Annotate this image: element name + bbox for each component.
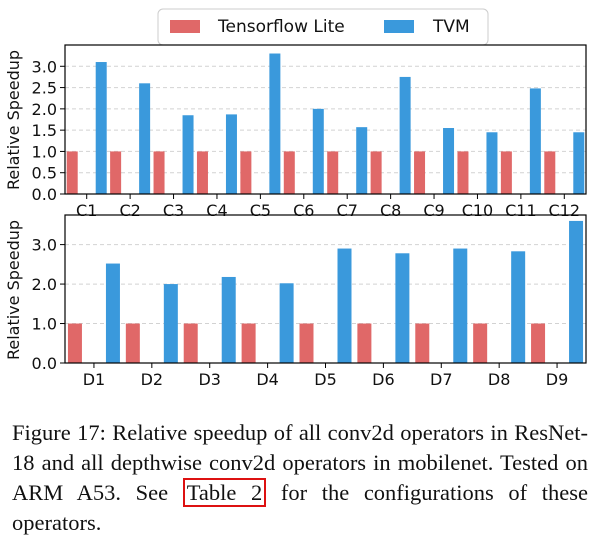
y-tick-label: 0.0	[32, 354, 57, 373]
y-axis-label: Relative Speedup	[4, 220, 23, 360]
bar-tensorflow-lite	[327, 151, 339, 194]
legend-swatch-tensorflow-lite	[170, 20, 200, 33]
bar-tensorflow-lite	[283, 151, 295, 194]
bar-tvm	[182, 115, 194, 194]
bar-tensorflow-lite	[196, 151, 208, 194]
bar-tvm	[399, 76, 411, 194]
legend-label-tvm: TVM	[432, 17, 470, 37]
bar-tvm	[139, 83, 151, 194]
y-tick-label: 2.0	[32, 275, 57, 294]
x-tick-label: D6	[372, 370, 395, 389]
bar-tensorflow-lite	[125, 323, 140, 363]
bar-tensorflow-lite	[67, 323, 82, 363]
caption-text-end: for the configurations of these operator…	[12, 480, 588, 535]
x-tick-label: C8	[380, 201, 401, 220]
x-tick-label: D2	[141, 370, 164, 389]
bar-tvm	[225, 114, 237, 194]
bar-tensorflow-lite	[414, 151, 426, 194]
bar-tvm	[105, 263, 120, 363]
legend: Tensorflow Lite TVM	[157, 8, 489, 46]
x-tick-label: C10	[462, 201, 494, 220]
bar-tvm	[453, 248, 468, 363]
bar-tvm	[95, 62, 107, 195]
plot-frame	[64, 44, 587, 195]
y-tick-label: 2.0	[32, 100, 57, 119]
y-tick-label: 0.5	[32, 164, 57, 183]
bar-tvm	[511, 251, 526, 363]
x-tick-label: D1	[83, 370, 106, 389]
x-tick-label: C4	[206, 201, 227, 220]
y-tick-label: 3.0	[32, 236, 57, 255]
plot-frame	[64, 214, 587, 364]
bar-tensorflow-lite	[473, 323, 488, 363]
x-tick-label: D3	[198, 370, 221, 389]
bar-tensorflow-lite	[544, 151, 556, 194]
bar-tvm	[443, 128, 455, 194]
bar-tensorflow-lite	[299, 323, 314, 363]
bar-tvm	[356, 127, 368, 194]
bar-tensorflow-lite	[357, 323, 372, 363]
bar-tensorflow-lite	[457, 151, 469, 194]
x-tick-label: C1	[76, 201, 97, 220]
bar-tvm	[337, 248, 352, 363]
bar-tensorflow-lite	[370, 151, 382, 194]
y-tick-label: 2.5	[32, 79, 57, 98]
x-tick-label: C12	[549, 201, 581, 220]
bar-tensorflow-lite	[531, 323, 546, 363]
y-tick-label: 0.0	[32, 185, 57, 204]
bar-tvm	[163, 284, 178, 363]
bar-tensorflow-lite	[240, 151, 252, 194]
figure-caption: Figure 17: Relative speedup of all conv2…	[12, 418, 588, 538]
bar-tensorflow-lite	[110, 151, 122, 194]
bar-tvm	[269, 53, 281, 195]
y-tick-label: 1.0	[32, 142, 57, 161]
x-tick-label: C6	[293, 201, 314, 220]
bar-tensorflow-lite	[500, 151, 512, 194]
legend-label-tensorflow-lite: Tensorflow Lite	[217, 17, 345, 37]
bar-tvm	[486, 132, 498, 194]
legend-swatch-tvm	[384, 20, 414, 33]
x-tick-label: C7	[337, 201, 358, 220]
caption-text-start: Figure 17: Relative speedup of all conv2…	[12, 420, 588, 505]
bar-tensorflow-lite	[415, 323, 430, 363]
bar-tvm	[395, 253, 410, 363]
bar-tvm	[573, 132, 585, 194]
bar-tensorflow-lite	[183, 323, 198, 363]
chart-panel-conv2d: 0.0 0.5 1.0 1.5 2.0 2.5 3.0 C1 C2 C3 C4 C5 C6 C7 C8 C9 C…	[4, 44, 587, 220]
x-tick-label: D4	[256, 370, 279, 389]
bar-tvm	[312, 108, 324, 194]
x-tick-label: C5	[250, 201, 271, 220]
bar-tensorflow-lite	[153, 151, 165, 194]
y-axis-label: Relative Speedup	[4, 50, 23, 190]
x-tick-label: D8	[488, 370, 511, 389]
x-tick-label: D9	[546, 370, 569, 389]
bar-tvm	[569, 220, 584, 363]
figure-chart: Tensorflow Lite TVM 0.0 0.5 1.0 1.5 2.0 2.5 3.…	[4, 8, 587, 389]
bar-tensorflow-lite	[66, 151, 78, 194]
x-tick-label: C11	[505, 201, 537, 220]
chart-panel-depthwise: 0.0 1.0 2.0 3.0 D1 D2 D3 D4 D5 D6 D7 D8 D9 Relative S…	[4, 214, 587, 389]
bar-tvm	[279, 283, 294, 363]
bar-tensorflow-lite	[241, 323, 256, 363]
x-tick-label: C2	[119, 201, 140, 220]
table-2-link[interactable]: Table 2	[182, 478, 267, 507]
bar-tvm	[221, 276, 236, 363]
y-tick-label: 1.0	[32, 315, 57, 334]
x-tick-label: D5	[314, 370, 337, 389]
x-tick-label: C9	[423, 201, 444, 220]
x-tick-label: D7	[430, 370, 453, 389]
y-tick-label: 1.5	[32, 121, 57, 140]
x-tick-label: C3	[163, 201, 184, 220]
bar-tvm	[529, 88, 541, 194]
y-tick-label: 3.0	[32, 57, 57, 76]
